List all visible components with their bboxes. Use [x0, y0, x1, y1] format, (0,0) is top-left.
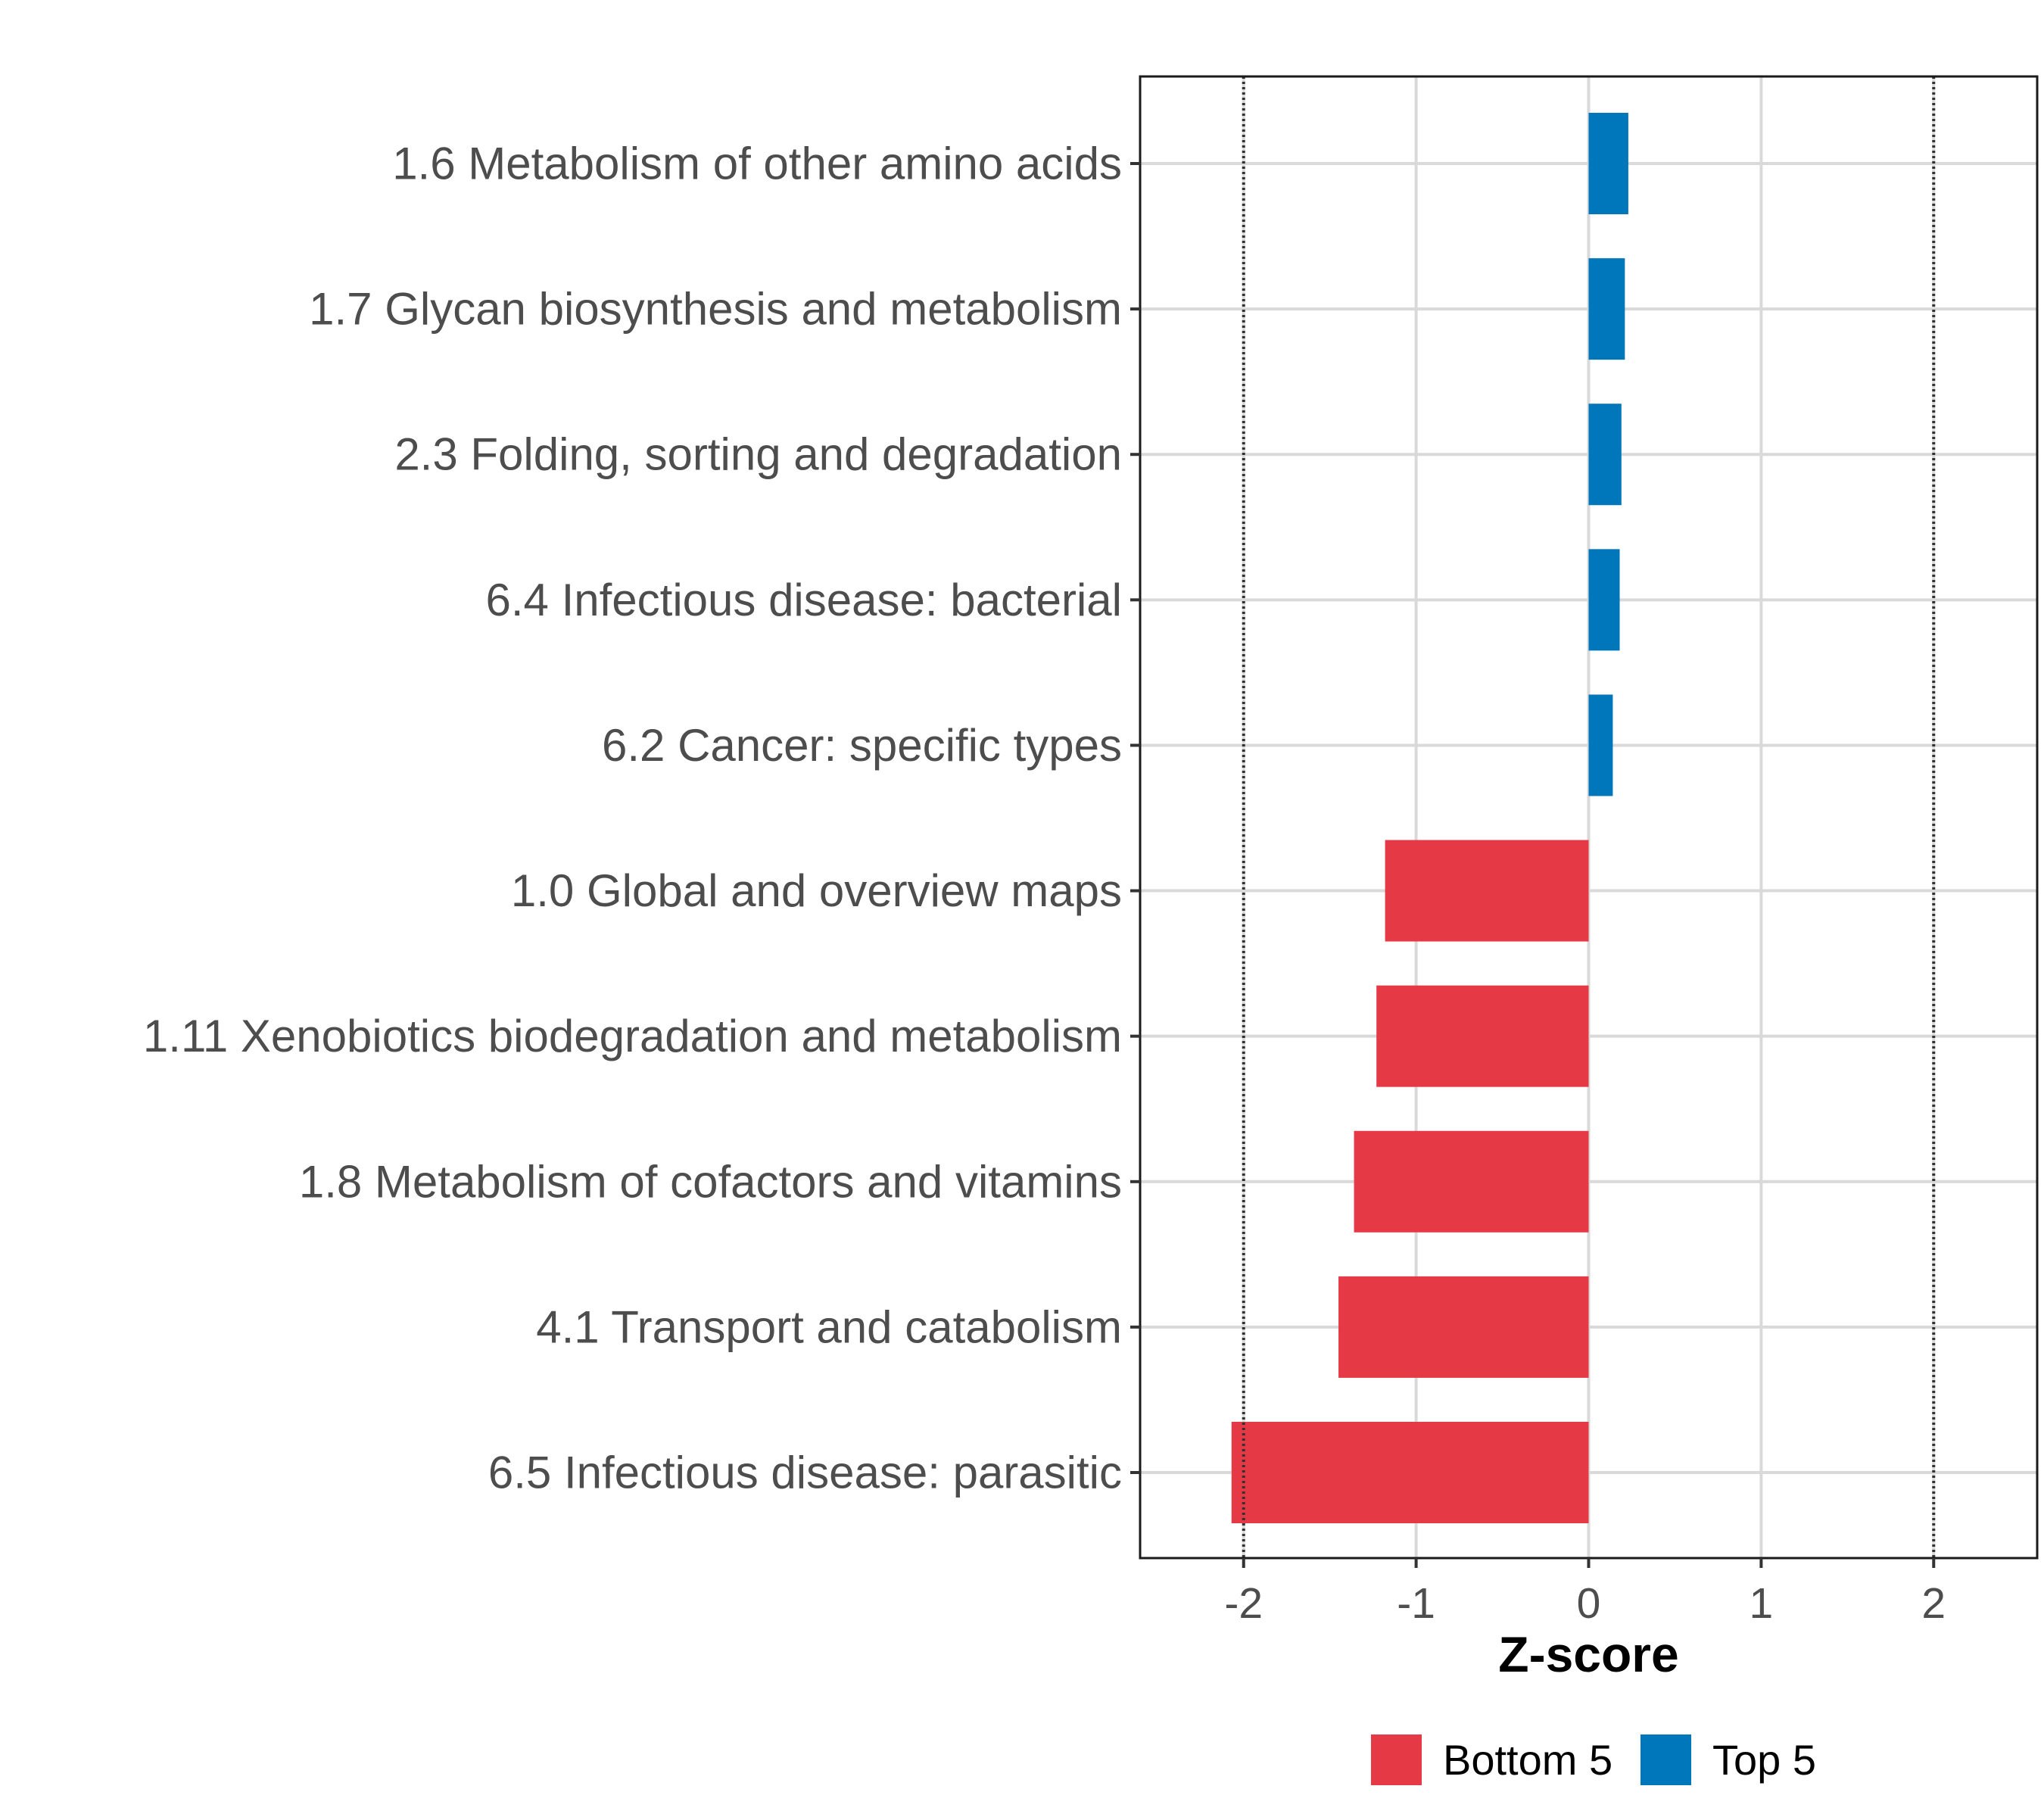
bar — [1588, 113, 1628, 214]
bar — [1376, 985, 1589, 1087]
y-tick-label: 2.3 Folding, sorting and degradation — [394, 429, 1122, 480]
x-tick-label: -2 — [1224, 1579, 1263, 1628]
y-tick-label: 1.11 Xenobiotics biodegradation and meta… — [143, 1011, 1122, 1061]
bar — [1588, 694, 1613, 796]
y-axis: 1.6 Metabolism of other amino acids 1.7 G… — [143, 139, 1140, 1498]
bar — [1231, 1422, 1589, 1523]
bar — [1354, 1130, 1589, 1233]
bar — [1385, 840, 1589, 942]
bar — [1588, 404, 1622, 506]
y-tick-label: 6.5 Infectious disease: parasitic — [488, 1448, 1122, 1498]
x-tick-label: 0 — [1577, 1579, 1601, 1628]
y-tick-label: 6.4 Infectious disease: bacterial — [486, 575, 1123, 625]
x-axis-title: Z-score — [1498, 1626, 1678, 1682]
x-tick-label: -1 — [1397, 1579, 1435, 1628]
y-tick-label: 1.8 Metabolism of cofactors and vitamins — [299, 1156, 1122, 1207]
bar — [1588, 549, 1620, 651]
bar — [1588, 258, 1625, 360]
x-tick-label: 1 — [1750, 1579, 1774, 1628]
legend-key — [1371, 1734, 1422, 1785]
y-tick-label: 6.2 Cancer: specific types — [602, 720, 1122, 771]
y-tick-label: 1.0 Global and overview maps — [511, 865, 1122, 916]
legend: Bottom 5 Top 5 — [1371, 1734, 1816, 1785]
y-tick-label: 4.1 Transport and catabolism — [536, 1301, 1122, 1352]
bars — [1231, 113, 1628, 1523]
bar — [1338, 1276, 1589, 1378]
x-tick-label: 2 — [1921, 1579, 1946, 1628]
x-axis: -2 -1 0 1 2 — [1224, 1558, 1946, 1628]
legend-key — [1640, 1734, 1691, 1785]
legend-label: Top 5 — [1712, 1736, 1816, 1784]
y-tick-label: 1.7 Glycan biosynthesis and metabolism — [309, 284, 1122, 335]
legend-label: Bottom 5 — [1443, 1736, 1612, 1784]
y-tick-label: 1.6 Metabolism of other amino acids — [392, 139, 1122, 189]
